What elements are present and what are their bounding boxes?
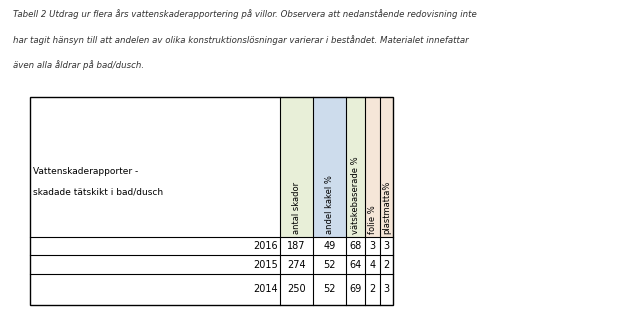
Text: 64: 64 [349,259,361,270]
Text: 3: 3 [384,284,389,295]
Bar [313,97,346,237]
Text: 3: 3 [370,241,375,251]
Text: 2016: 2016 [253,241,278,251]
Text: plastmatta%: plastmatta% [382,180,391,234]
Text: 49: 49 [323,241,335,251]
Text: folie %: folie % [368,205,377,234]
Text: Vattenskaderapporter -: Vattenskaderapporter - [33,167,139,176]
Text: 68: 68 [349,241,361,251]
Text: 2015: 2015 [253,259,278,270]
Bar [30,97,393,305]
Text: skadade tätskikt i bad/dusch: skadade tätskikt i bad/dusch [33,188,163,197]
Text: har tagit hänsyn till att andelen av olika konstruktionslösningar varierar i bes: har tagit hänsyn till att andelen av oli… [13,35,468,45]
Bar [280,97,313,237]
Text: 2: 2 [384,259,390,270]
Bar [365,97,380,237]
Text: 187: 187 [287,241,306,251]
Text: 2014: 2014 [253,284,278,295]
Bar [380,97,393,237]
Text: 69: 69 [349,284,361,295]
Text: antal skador: antal skador [292,182,301,234]
Text: 250: 250 [287,284,306,295]
Text: 4: 4 [370,259,375,270]
Bar [346,97,365,237]
Text: vätskebaserade %: vätskebaserade % [351,156,360,234]
Text: andel kakel %: andel kakel % [325,175,334,234]
Text: Tabell 2 Utdrag ur flera års vattenskaderapportering på villor. Observera att ne: Tabell 2 Utdrag ur flera års vattenskade… [13,9,477,19]
Text: 2: 2 [370,284,375,295]
Bar [30,97,393,305]
Text: 3: 3 [384,241,389,251]
Text: 52: 52 [323,284,335,295]
Text: 52: 52 [323,259,335,270]
Text: även alla åldrar på bad/dusch.: även alla åldrar på bad/dusch. [13,60,144,70]
Text: 274: 274 [287,259,306,270]
